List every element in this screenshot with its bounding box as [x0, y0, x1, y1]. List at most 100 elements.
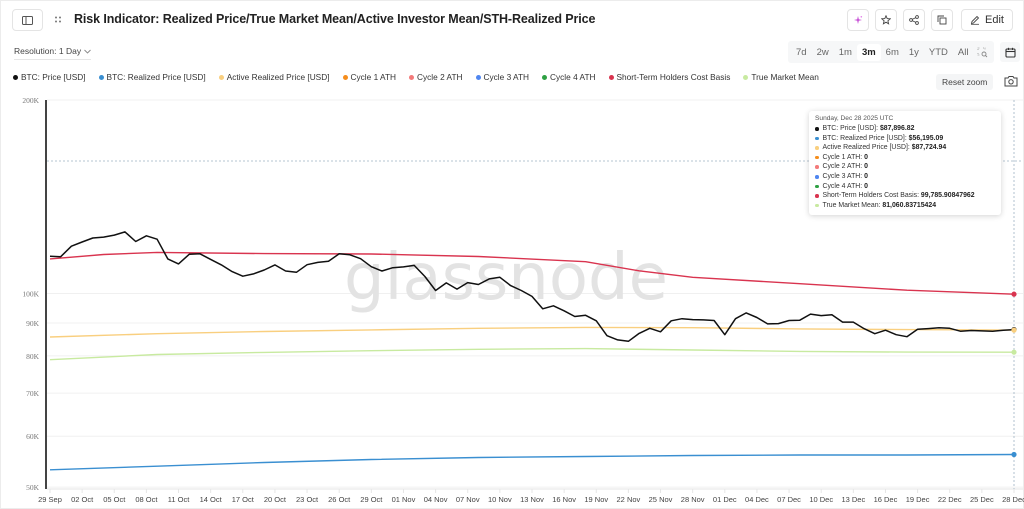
tooltip-date: Sunday, Dec 28 2025 UTC [815, 115, 894, 122]
tooltip-row: Active Realized Price [USD]: $87,724.94 [815, 143, 995, 153]
legend-item-cycle-2-ath[interactable]: Cycle 2 ATH [409, 72, 463, 82]
calendar-icon [1004, 47, 1016, 58]
tooltip-row: Cycle 2 ATH: 0 [815, 162, 995, 172]
hover-marker [1011, 291, 1017, 297]
y-tick-label: 100K [22, 290, 39, 299]
range-all[interactable]: All [957, 46, 969, 58]
range-ytd[interactable]: YTD [928, 46, 948, 58]
series-line[interactable] [49, 231, 1015, 343]
x-tick-label: 28 Nov [681, 495, 705, 504]
series-dot-icon [815, 165, 819, 169]
watermark-logo: glassnode [344, 241, 668, 315]
legend-dot-icon [218, 74, 224, 80]
range-7d[interactable]: 7d [796, 46, 807, 58]
legend-item-btc-price[interactable]: BTC: Price [USD] [13, 72, 86, 82]
x-tick-label: 01 Nov [392, 495, 416, 504]
tooltip-row: Cycle 3 ATH: 0 [815, 172, 995, 182]
copy-icon [937, 15, 947, 25]
series-dot-icon [815, 194, 819, 198]
series-line[interactable] [49, 251, 1015, 295]
tooltip-row: Cycle 4 ATH: 0 [815, 182, 995, 192]
x-tick-label: 05 Oct [103, 495, 126, 504]
hover-marker [1011, 349, 1017, 355]
reset-zoom-button[interactable]: Reset zoom [936, 74, 994, 90]
series-dot-icon [815, 175, 819, 179]
header-actions: Edit [847, 9, 1013, 31]
series-line[interactable] [49, 453, 1015, 471]
x-tick-label: 17 Oct [232, 495, 255, 504]
edit-button[interactable]: Edit [961, 9, 1013, 31]
chart-legend: BTC: Price [USD] BTC: Realized Price [US… [13, 72, 819, 82]
legend-dot-icon [13, 74, 18, 80]
y-tick-label: 70K [26, 389, 40, 398]
legend-item-active-realized-price[interactable]: Active Realized Price [USD] [218, 72, 330, 82]
series-dot-icon [815, 127, 819, 131]
share-button[interactable] [903, 9, 926, 31]
series-dot-icon [815, 155, 819, 160]
favorite-button[interactable] [875, 9, 898, 31]
series-line[interactable] [49, 326, 1015, 338]
star-icon [881, 15, 892, 25]
x-tick-label: 04 Dec [745, 495, 769, 504]
chart-tooltip: Sunday, Dec 28 2025 UTC BTC: Price [USD]… [809, 111, 1001, 216]
legend-item-true-market-mean[interactable]: True Market Mean [743, 72, 819, 82]
legend-dot-icon [342, 74, 348, 80]
legend-item-realized-price[interactable]: BTC: Realized Price [USD] [98, 72, 206, 82]
sidebar-toggle-button[interactable] [12, 9, 43, 31]
x-tick-label: 19 Dec [906, 495, 930, 504]
legend-item-cycle-3-ath[interactable]: Cycle 3 ATH [475, 72, 529, 82]
range-3m[interactable]: 3m [856, 43, 881, 61]
x-tick-label: 10 Dec [809, 495, 833, 504]
x-tick-label: 29 Sep [38, 495, 62, 504]
time-range-selector: 7d 2w 1m 3m 6m 1y YTD All [788, 41, 995, 63]
x-tick-label: 11 Oct [168, 495, 190, 504]
tooltip-row: BTC: Price [USD]: $87,896.82 [815, 124, 995, 134]
x-tick-label: 01 Dec [713, 495, 737, 504]
series-line[interactable] [49, 347, 1015, 361]
y-tick-label: 90K [26, 319, 40, 328]
legend-dot-icon [542, 74, 548, 80]
x-tick-label: 08 Oct [135, 495, 158, 504]
ai-sparkle-icon [854, 16, 863, 24]
series-dot-icon [815, 203, 819, 208]
legend-dot-icon [608, 74, 614, 80]
zoom-select-icon [977, 47, 988, 57]
drag-handle-icon[interactable] [54, 15, 64, 25]
y-tick-label: 200K [22, 96, 39, 105]
range-1m[interactable]: 1m [838, 46, 852, 58]
x-tick-label: 13 Dec [841, 495, 865, 504]
tooltip-row: True Market Mean: 81,060.83715424 [815, 201, 995, 211]
resolution-select[interactable]: Resolution: 1 Day [14, 46, 92, 60]
legend-item-cycle-1-ath[interactable]: Cycle 1 ATH [342, 72, 396, 82]
edit-label: Edit [985, 14, 1004, 26]
x-tick-label: 22 Dec [938, 495, 962, 504]
legend-item-sth-cost-basis[interactable]: Short-Term Holders Cost Basis [608, 72, 730, 82]
hover-marker [1011, 451, 1017, 458]
ai-assistant-button[interactable] [847, 9, 870, 31]
header-bar: Risk Indicator: Realized Price/True Mark… [1, 1, 1024, 41]
x-tick-label: 16 Dec [874, 495, 898, 504]
x-tick-label: 26 Oct [328, 495, 351, 504]
hover-marker [1011, 327, 1017, 333]
range-6m[interactable]: 6m [885, 46, 899, 58]
camera-icon[interactable] [1004, 75, 1018, 87]
series-dot-icon [815, 184, 819, 189]
series-dot-icon [815, 136, 819, 141]
x-tick-label: 25 Dec [970, 495, 994, 504]
tooltip-row: Short-Term Holders Cost Basis: 99,785.90… [815, 191, 995, 201]
y-tick-label: 50K [26, 483, 40, 492]
y-tick-label: 80K [26, 352, 40, 361]
zoom-select-button[interactable] [973, 44, 991, 60]
duplicate-button[interactable] [931, 9, 954, 31]
x-tick-label: 29 Oct [360, 495, 383, 504]
range-2w[interactable]: 2w [816, 46, 829, 58]
legend-item-cycle-4-ath[interactable]: Cycle 4 ATH [542, 72, 596, 82]
date-picker-button[interactable] [1000, 42, 1020, 62]
x-tick-label: 28 Dec [1002, 495, 1024, 504]
range-1y[interactable]: 1y [908, 46, 919, 58]
x-tick-label: 19 Nov [584, 495, 608, 504]
share-icon [909, 15, 919, 25]
tooltip-row: Cycle 1 ATH: 0 [815, 153, 995, 163]
